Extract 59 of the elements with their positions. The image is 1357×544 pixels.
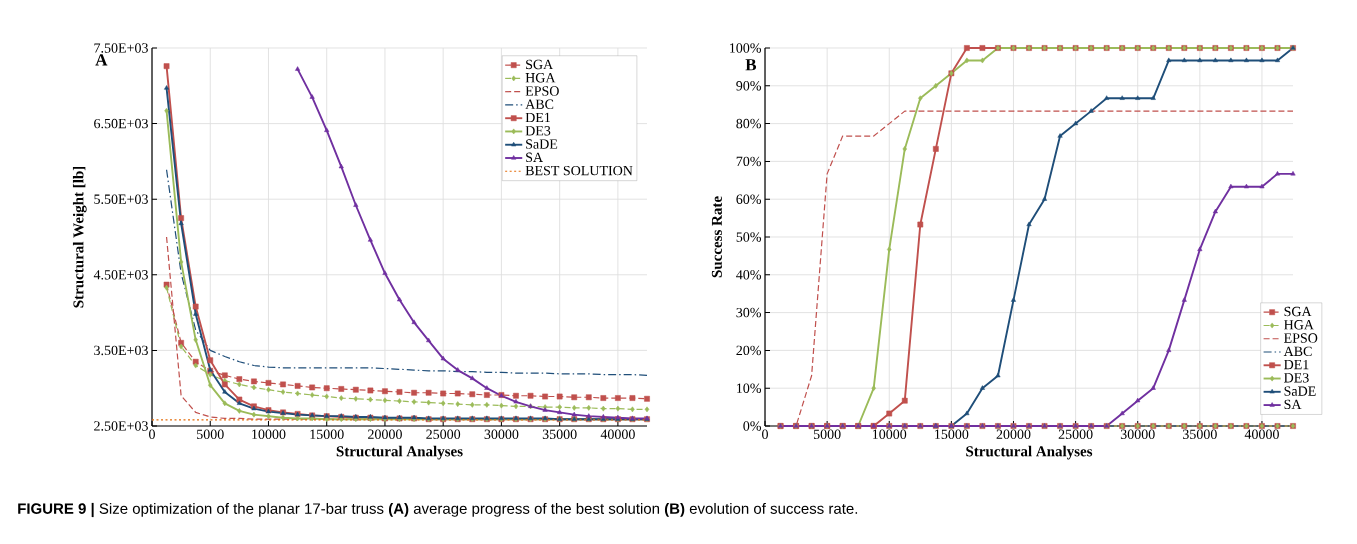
- x-tick-label: 20000: [368, 429, 402, 439]
- y-tick-label: 80%: [736, 118, 761, 129]
- y-tick-label: 0%: [743, 421, 761, 431]
- x-tick-label: 15000: [310, 429, 344, 439]
- x-tick-label: 0: [149, 429, 155, 439]
- legend-label: SGA: [1284, 306, 1312, 317]
- legend-label: DE3: [525, 126, 551, 136]
- y-tick-label: 20%: [736, 345, 761, 356]
- y-tick-label: 4.50E+03: [93, 270, 148, 280]
- x-tick-label: 25000: [1058, 429, 1093, 439]
- legend-label: DE1: [1284, 359, 1309, 370]
- y-tick-label: 2.50E+03: [94, 421, 148, 431]
- x-tick-label: 20000: [996, 429, 1031, 439]
- x-tick-label: 35000: [1183, 429, 1217, 439]
- x-tick-label: 15000: [935, 429, 969, 439]
- x-tick-label: 40000: [600, 429, 635, 439]
- x-axis-title: Structural Analyses: [336, 445, 463, 460]
- x-axis-title: Structural Analyses: [966, 445, 1093, 460]
- legend-label: SGA: [526, 59, 554, 70]
- legend-label: SaDE: [1284, 386, 1316, 396]
- y-tick-label: 30%: [736, 307, 761, 318]
- x-tick-label: 30000: [1120, 429, 1155, 439]
- legend-label: ABC: [1283, 346, 1312, 357]
- legend-label: BEST SOLUTION: [525, 165, 633, 176]
- y-tick-label: 10%: [737, 383, 761, 393]
- legend-label: ABC: [525, 99, 554, 109]
- y-tick-label: 3.50E+03: [94, 345, 148, 356]
- chart-title: A: [95, 54, 108, 66]
- x-tick-label: 5000: [813, 429, 841, 439]
- legend-label: DE3: [1284, 373, 1309, 383]
- y-axis-title: Structural Weight [lb]: [72, 166, 87, 308]
- x-tick-label: 5000: [197, 429, 224, 439]
- y-tick-label: 40%: [736, 270, 761, 280]
- legend-label: DE1: [525, 112, 551, 123]
- text: FIGURE 9 | Size optimization of the planar 17-bar truss (A) average progress of the best solution (B) evolution of success rate.: [18, 502, 858, 518]
- legend-label: EPSO: [1284, 333, 1318, 343]
- y-tick-label: 70%: [736, 156, 761, 167]
- y-tick-label: 5.50E+03: [94, 194, 148, 204]
- legend-label: SA: [526, 152, 543, 163]
- y-tick-label: 50%: [736, 232, 761, 242]
- x-tick-label: 25000: [426, 429, 461, 439]
- y-tick-label: 100%: [730, 43, 761, 53]
- x-tick-label: 10000: [252, 429, 286, 439]
- legend-label: HGA: [1284, 320, 1314, 330]
- x-tick-label: 30000: [484, 429, 519, 439]
- y-tick-label: 90%: [736, 81, 761, 91]
- y-tick-label: 7.50E+03: [94, 43, 148, 53]
- legend-label: SaDE: [526, 139, 558, 149]
- legend-label: SA: [1284, 399, 1302, 410]
- x-tick-label: 0: [762, 429, 768, 439]
- x-tick-label: 10000: [872, 429, 907, 439]
- x-tick-label: 35000: [542, 429, 577, 439]
- chart-title: B: [745, 59, 757, 71]
- y-tick-label: 60%: [736, 194, 761, 204]
- legend-label: EPSO: [525, 86, 559, 96]
- y-axis-title: Success Rate: [711, 196, 722, 278]
- x-tick-label: 40000: [1244, 429, 1279, 439]
- legend-label: HGA: [525, 73, 556, 83]
- y-tick-label: 6.50E+03: [94, 118, 148, 129]
